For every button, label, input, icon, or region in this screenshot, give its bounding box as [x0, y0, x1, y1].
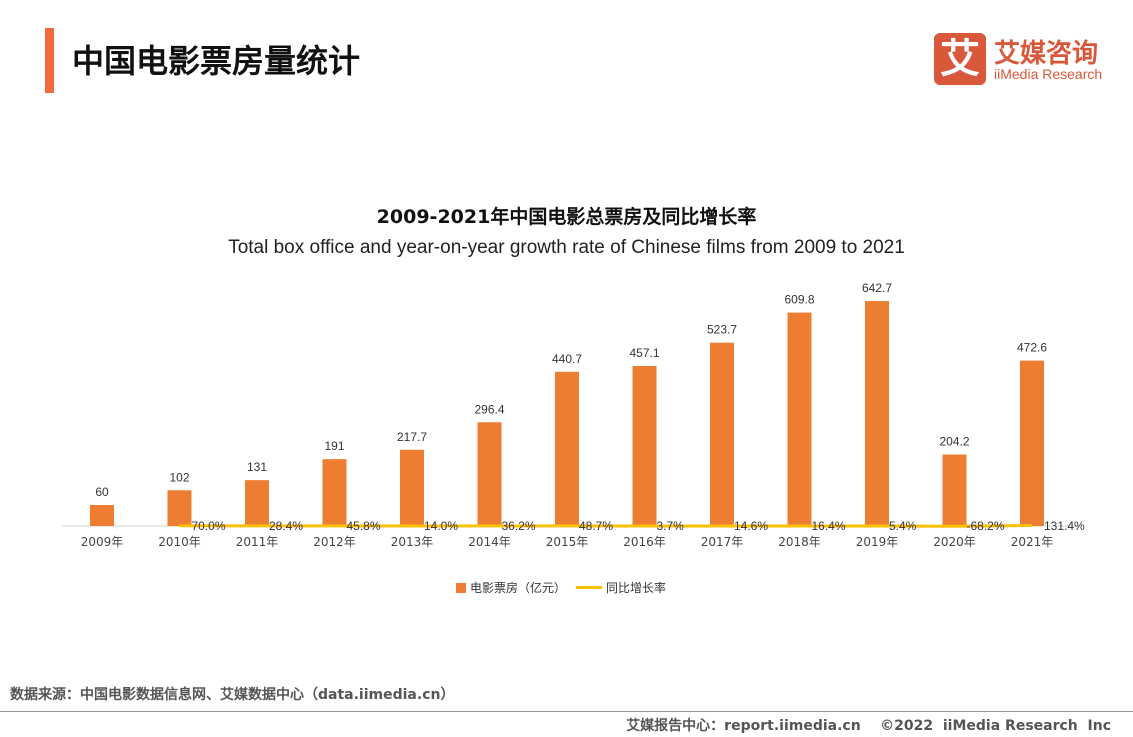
- line-label: 14.6%: [734, 519, 768, 533]
- line-label: -68.2%: [967, 519, 1005, 533]
- bar-label: 191: [324, 439, 344, 453]
- bar-label: 131: [247, 460, 267, 474]
- bar: [477, 422, 502, 526]
- logo-en: iiMedia Research: [994, 66, 1103, 82]
- bar-label: 523.7: [707, 323, 737, 337]
- bar: [245, 480, 269, 526]
- line-label: 3.7%: [657, 519, 685, 533]
- x-tick-label: 2017年: [701, 535, 744, 549]
- x-tick-label: 2012年: [313, 535, 356, 549]
- line-label: 28.4%: [269, 519, 303, 533]
- bar: [1020, 360, 1044, 526]
- x-tick-label: 2015年: [546, 535, 589, 549]
- x-tick-label: 2019年: [856, 535, 899, 549]
- growth-line: [179, 524, 1033, 528]
- bar-label: 102: [169, 470, 189, 484]
- bar-label: 609.8: [784, 293, 814, 307]
- line-label: 70.0%: [192, 519, 226, 533]
- x-tick-label: 2013年: [391, 535, 434, 549]
- chart-title: 2009-2021年中国电影总票房及同比增长率: [376, 206, 757, 228]
- bar-label: 642.7: [862, 281, 892, 295]
- bar: [710, 342, 734, 526]
- legend: 电影票房（亿元） 同比增长率: [456, 579, 666, 596]
- logo-cn: 艾媒咨询: [994, 39, 1099, 69]
- x-tick-label: 2011年: [236, 535, 279, 549]
- footer-divider: [0, 711, 1133, 712]
- line-label: 16.4%: [812, 519, 846, 533]
- x-tick-label: 2018年: [778, 535, 821, 549]
- bar-label: 217.7: [397, 430, 427, 444]
- line-label: 45.8%: [347, 519, 381, 533]
- page-title: 中国电影票房量统计: [72, 42, 361, 80]
- bar-label: 60: [95, 485, 109, 499]
- line-label: 14.0%: [424, 519, 458, 533]
- line-label: 131.4%: [1044, 519, 1085, 533]
- bar: [555, 371, 579, 526]
- legend-bar-swatch: [456, 582, 466, 593]
- bar-label: 440.7: [552, 352, 582, 366]
- bar-label: 204.2: [939, 435, 969, 449]
- line-label: 48.7%: [579, 519, 613, 533]
- logo: 艾 艾媒咨询 iiMedia Research: [934, 33, 1114, 85]
- line-label: 5.4%: [889, 519, 917, 533]
- x-tick-label: 2014年: [468, 535, 511, 549]
- legend-line-label: 同比增长率: [606, 581, 667, 595]
- legend-bar-label: 电影票房（亿元）: [470, 581, 567, 595]
- bar-label: 296.4: [474, 402, 504, 416]
- line-label: 36.2%: [502, 519, 536, 533]
- bar: [942, 454, 967, 526]
- x-tick-label: 2021年: [1011, 535, 1054, 549]
- x-tick-label: 2009年: [81, 535, 124, 549]
- title-accent-bar: [45, 28, 54, 93]
- legend-line-swatch: [576, 586, 603, 589]
- logo-mark: 艾: [934, 33, 986, 85]
- bar: [632, 366, 657, 526]
- bar: [787, 312, 812, 526]
- x-tick-label: 2020年: [933, 535, 976, 549]
- source-note: 数据来源：中国电影数据信息网、艾媒数据中心（data.iimedia.cn）: [10, 687, 455, 703]
- bar-label: 472.6: [1017, 341, 1047, 355]
- bar: [322, 459, 347, 526]
- bar: [167, 490, 192, 526]
- bar: [865, 301, 889, 526]
- bar: [400, 449, 424, 526]
- bar-label: 457.1: [629, 346, 659, 360]
- bar: [90, 505, 114, 526]
- x-tick-label: 2016年: [623, 535, 666, 549]
- chart-subtitle: Total box office and year-on-year growth…: [228, 237, 905, 258]
- footer-copyright: 艾媒报告中心：report.iimedia.cn ©2022 iiMedia R…: [626, 718, 1111, 734]
- x-tick-label: 2010年: [158, 535, 201, 549]
